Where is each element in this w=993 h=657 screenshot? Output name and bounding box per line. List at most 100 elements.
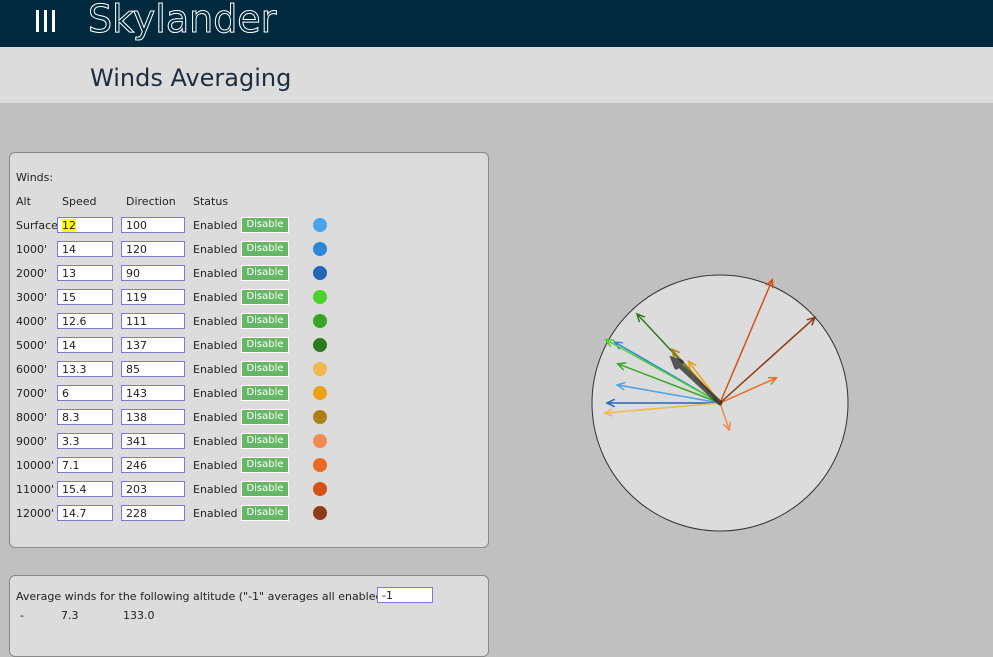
speed-value: 14 xyxy=(62,243,76,256)
wind-arrow xyxy=(615,381,721,404)
speed-value: 12.6 xyxy=(62,315,87,328)
wind-arrow xyxy=(719,278,774,404)
speed-input[interactable]: 8.3 xyxy=(57,409,113,425)
disable-button[interactable]: Disable xyxy=(241,409,289,425)
disable-button[interactable]: Disable xyxy=(241,457,289,473)
header: Skylander xyxy=(0,0,993,47)
disable-button[interactable]: Disable xyxy=(241,265,289,281)
wind-arrow xyxy=(719,316,817,404)
disable-button[interactable]: Disable xyxy=(241,433,289,449)
winds-label: Winds: xyxy=(16,171,54,184)
disable-button[interactable]: Disable xyxy=(241,217,289,233)
altitude-input[interactable]: -1 xyxy=(377,587,433,603)
alt-label: 3000' xyxy=(16,291,48,304)
page-title: Winds Averaging xyxy=(90,64,292,92)
speed-input[interactable]: 6 xyxy=(57,385,113,401)
color-dot xyxy=(313,314,327,328)
speed-input[interactable]: 14.7 xyxy=(57,505,113,521)
winds-panel: Winds: Alt Speed Direction Status Surface 12 1… xyxy=(9,152,489,548)
speed-input[interactable]: 3.3 xyxy=(57,433,113,449)
direction-input[interactable]: 246 xyxy=(121,457,185,473)
speed-input[interactable]: 14 xyxy=(57,241,113,257)
alt-label: 2000' xyxy=(16,267,48,280)
color-dot xyxy=(313,506,327,520)
direction-input[interactable]: 120 xyxy=(121,241,185,257)
direction-input[interactable]: 85 xyxy=(121,361,185,377)
status-label: Enabled xyxy=(193,435,238,448)
status-label: Enabled xyxy=(193,411,238,424)
speed-input[interactable]: 14 xyxy=(57,337,113,353)
status-label: Enabled xyxy=(193,507,238,520)
color-dot xyxy=(313,386,327,400)
direction-input[interactable]: 90 xyxy=(121,265,185,281)
wind-arrow xyxy=(604,338,721,404)
status-label: Enabled xyxy=(193,219,238,232)
disable-button[interactable]: Disable xyxy=(241,505,289,521)
direction-input[interactable]: 228 xyxy=(121,505,185,521)
column-header: Status xyxy=(193,195,229,208)
disable-button[interactable]: Disable xyxy=(241,385,289,401)
status-label: Enabled xyxy=(193,243,238,256)
direction-input[interactable]: 138 xyxy=(121,409,185,425)
speed-input[interactable]: 15.4 xyxy=(57,481,113,497)
speed-input[interactable]: 12 xyxy=(57,217,113,233)
color-dot xyxy=(313,434,327,448)
status-label: Enabled xyxy=(193,483,238,496)
average-label: Average winds for the following altitude… xyxy=(16,590,426,603)
subheader xyxy=(0,47,993,103)
direction-input[interactable]: 137 xyxy=(121,337,185,353)
disable-button[interactable]: Disable xyxy=(241,241,289,257)
alt-label: 10000' xyxy=(16,459,55,472)
color-dot xyxy=(313,218,327,232)
app-title: Skylander xyxy=(88,0,277,41)
disable-button[interactable]: Disable xyxy=(241,481,289,497)
color-dot xyxy=(313,266,327,280)
column-header: Alt xyxy=(16,195,31,208)
wind-diagram xyxy=(591,274,849,532)
direction-input[interactable]: 100 xyxy=(121,217,185,233)
speed-value: 7.1 xyxy=(62,459,80,472)
speed-input[interactable]: 12.6 xyxy=(57,313,113,329)
color-dot xyxy=(313,290,327,304)
menu-bar[interactable] xyxy=(44,10,47,32)
menu-bar[interactable] xyxy=(52,10,55,32)
speed-value: 8.3 xyxy=(62,411,80,424)
direction-input[interactable]: 341 xyxy=(121,433,185,449)
status-label: Enabled xyxy=(193,387,238,400)
speed-value: 15 xyxy=(62,291,76,304)
speed-input[interactable]: 13 xyxy=(57,265,113,281)
direction-input[interactable]: 143 xyxy=(121,385,185,401)
direction-input[interactable]: 203 xyxy=(121,481,185,497)
wind-arrow xyxy=(616,362,721,404)
wind-arrow xyxy=(719,376,779,404)
disable-button[interactable]: Disable xyxy=(241,313,289,329)
speed-input[interactable]: 15 xyxy=(57,289,113,305)
average-direction: 133.0 xyxy=(123,609,155,622)
speed-value: 6 xyxy=(62,387,69,400)
alt-label: 11000' xyxy=(16,483,55,496)
average-alt: - xyxy=(20,609,24,622)
direction-input[interactable]: 119 xyxy=(121,289,185,305)
wind-arrow xyxy=(605,398,721,408)
speed-value: 15.4 xyxy=(62,483,87,496)
menu-bar[interactable] xyxy=(36,10,39,32)
speed-value: 13.3 xyxy=(62,363,87,376)
direction-input[interactable]: 111 xyxy=(121,313,185,329)
status-label: Enabled xyxy=(193,459,238,472)
status-label: Enabled xyxy=(193,315,238,328)
alt-label: 12000' xyxy=(16,507,55,520)
disable-button[interactable]: Disable xyxy=(241,337,289,353)
color-dot xyxy=(313,482,327,496)
disable-button[interactable]: Disable xyxy=(241,361,289,377)
color-dot xyxy=(313,242,327,256)
disable-button[interactable]: Disable xyxy=(241,289,289,305)
alt-label: 6000' xyxy=(16,363,48,376)
status-label: Enabled xyxy=(193,363,238,376)
alt-label: Surface xyxy=(16,219,58,232)
color-dot xyxy=(313,362,327,376)
column-header: Direction xyxy=(126,195,176,208)
average-arrow xyxy=(669,355,723,406)
speed-input[interactable]: 7.1 xyxy=(57,457,113,473)
speed-input[interactable]: 13.3 xyxy=(57,361,113,377)
